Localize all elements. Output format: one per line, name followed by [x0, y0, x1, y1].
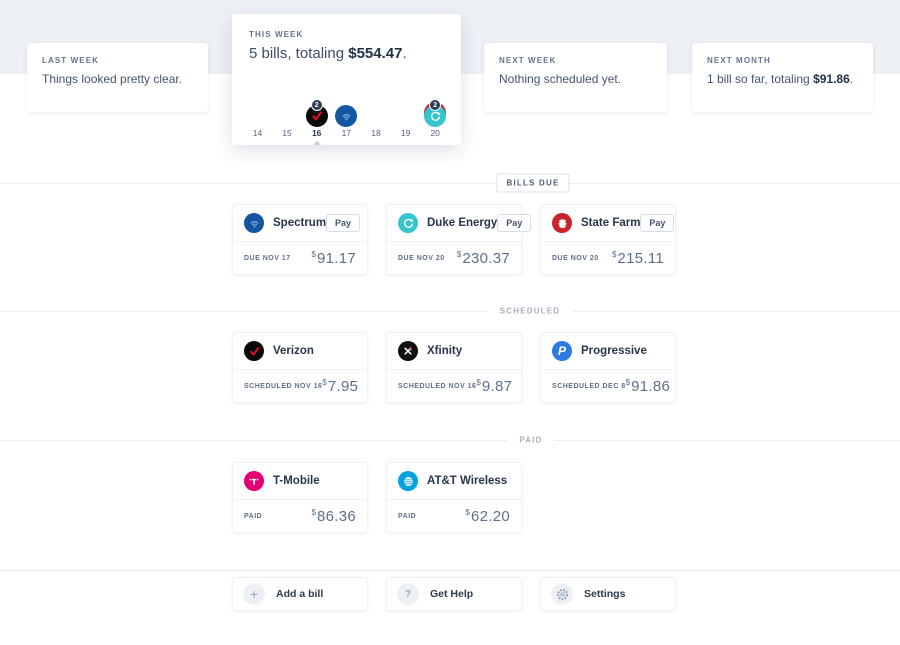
- calendar-day-20[interactable]: 20: [430, 128, 440, 138]
- add-a-bill-button[interactable]: + Add a bill: [232, 577, 368, 611]
- bill-amount: $7.95: [322, 378, 359, 395]
- bill-status: SCHEDULED DEC 8: [552, 383, 626, 390]
- bill-status: DUE NOV 17: [244, 255, 291, 262]
- calendar-day-16[interactable]: 16: [311, 128, 322, 138]
- duke-energy-icon: [398, 213, 418, 233]
- bill-status: SCHEDULED NOV 16: [244, 383, 323, 390]
- summary-card-next-week[interactable]: NEXT WEEK Nothing scheduled yet.: [484, 43, 667, 112]
- xfinity-icon: [398, 341, 418, 361]
- spectrum-icon: [244, 213, 264, 233]
- pay-button[interactable]: Pay: [497, 214, 532, 232]
- summary-card-this-week[interactable]: THIS WEEK 5 bills, totaling $554.47. 14 …: [232, 14, 461, 145]
- bill-card-xfinity[interactable]: Xfinity SCHEDULED NOV 16 $9.87: [386, 332, 522, 403]
- progressive-icon: P: [552, 341, 572, 361]
- last-week-label: LAST WEEK: [42, 56, 100, 65]
- bill-amount: $230.37: [456, 250, 510, 267]
- this-week-total: $554.47: [348, 45, 403, 62]
- calendar-day-17[interactable]: 17: [341, 128, 352, 138]
- event-count-badge: 2: [310, 99, 323, 111]
- bill-amount: $215.11: [611, 250, 664, 267]
- calendar-day-18[interactable]: 18: [371, 128, 381, 138]
- plus-icon: +: [243, 583, 265, 605]
- calendar-event-day-17[interactable]: [335, 105, 358, 127]
- bill-name: Duke Energy: [427, 217, 498, 229]
- section-divider: [0, 311, 900, 312]
- next-month-label: NEXT MONTH: [707, 56, 771, 65]
- section-label-paid: PAID: [507, 433, 555, 447]
- bill-status: PAID: [398, 513, 417, 520]
- verizon-icon: [305, 105, 328, 127]
- bill-card-spectrum[interactable]: Spectrum Pay DUE NOV 17 $91.17: [232, 204, 368, 275]
- event-count-badge: 2: [429, 99, 442, 111]
- bill-card-att-wireless[interactable]: AT&T Wireless PAID $62.20: [386, 462, 522, 533]
- settings-label: Settings: [584, 588, 626, 600]
- settings-button[interactable]: Settings: [540, 577, 676, 611]
- section-divider: [0, 570, 900, 571]
- bill-amount: $9.87: [476, 378, 513, 395]
- bill-card-t-mobile[interactable]: T-Mobile PAID $86.36: [232, 462, 368, 533]
- pay-button[interactable]: Pay: [640, 214, 675, 232]
- bill-amount: $91.17: [311, 250, 356, 267]
- this-week-text: 5 bills, totaling $554.47.: [249, 45, 407, 62]
- gear-icon: [551, 583, 573, 605]
- summary-card-last-week[interactable]: LAST WEEK Things looked pretty clear.: [27, 43, 208, 112]
- calendar-day-14[interactable]: 14: [252, 128, 263, 138]
- t-mobile-icon: [244, 471, 264, 491]
- section-label-bills-due: BILLS DUE: [496, 173, 570, 193]
- pay-button[interactable]: Pay: [326, 214, 361, 232]
- bill-name: T-Mobile: [273, 475, 320, 487]
- bill-card-duke-energy[interactable]: Duke Energy Pay DUE NOV 20 $230.37: [386, 204, 532, 275]
- bill-name: Verizon: [273, 345, 314, 357]
- calendar-day-19[interactable]: 19: [400, 128, 411, 138]
- next-month-total: $91.86: [813, 72, 850, 86]
- bill-status: PAID: [244, 513, 263, 520]
- bill-name: Progressive: [581, 345, 647, 357]
- next-month-text: 1 bill so far, totaling $91.86.: [707, 72, 854, 86]
- bill-amount: $62.20: [465, 508, 510, 525]
- bill-status: SCHEDULED NOV 16: [398, 383, 477, 390]
- bill-name: Spectrum: [273, 217, 327, 229]
- att-icon: [398, 471, 418, 491]
- next-week-label: NEXT WEEK: [499, 56, 557, 65]
- bill-name: AT&T Wireless: [427, 475, 508, 487]
- this-week-label: THIS WEEK: [249, 30, 304, 39]
- state-farm-icon: [552, 213, 572, 233]
- calendar-event-day-20[interactable]: 2: [424, 99, 447, 127]
- verizon-icon: [244, 341, 264, 361]
- summary-card-next-month[interactable]: NEXT MONTH 1 bill so far, totaling $91.8…: [692, 43, 873, 112]
- duke-energy-icon: [424, 105, 447, 127]
- section-divider: [0, 183, 900, 184]
- bill-card-progressive[interactable]: P Progressive SCHEDULED DEC 8 $91.86: [540, 332, 676, 403]
- calendar-day-15[interactable]: 15: [282, 128, 292, 138]
- today-caret-icon: [312, 141, 321, 145]
- get-help-label: Get Help: [430, 588, 474, 600]
- section-label-scheduled: SCHEDULED: [487, 304, 573, 318]
- add-a-bill-label: Add a bill: [276, 588, 324, 600]
- last-week-text: Things looked pretty clear.: [42, 72, 183, 86]
- calendar-event-day-16[interactable]: 2: [305, 99, 328, 127]
- bill-name: Xfinity: [427, 345, 463, 357]
- bill-status: DUE NOV 20: [398, 255, 445, 262]
- bill-amount: $86.36: [311, 508, 356, 525]
- question-icon: ?: [397, 583, 419, 605]
- bill-card-verizon[interactable]: Verizon SCHEDULED NOV 16 $7.95: [232, 332, 368, 403]
- bill-card-state-farm[interactable]: State Farm Pay DUE NOV 20 $215.11: [540, 204, 676, 275]
- next-week-text: Nothing scheduled yet.: [499, 72, 622, 86]
- spectrum-icon: [335, 105, 358, 127]
- get-help-button[interactable]: ? Get Help: [386, 577, 522, 611]
- bill-amount: $91.86: [625, 378, 671, 395]
- bill-status: DUE NOV 20: [552, 255, 599, 262]
- section-divider: [0, 440, 900, 441]
- bill-name: State Farm: [581, 217, 641, 229]
